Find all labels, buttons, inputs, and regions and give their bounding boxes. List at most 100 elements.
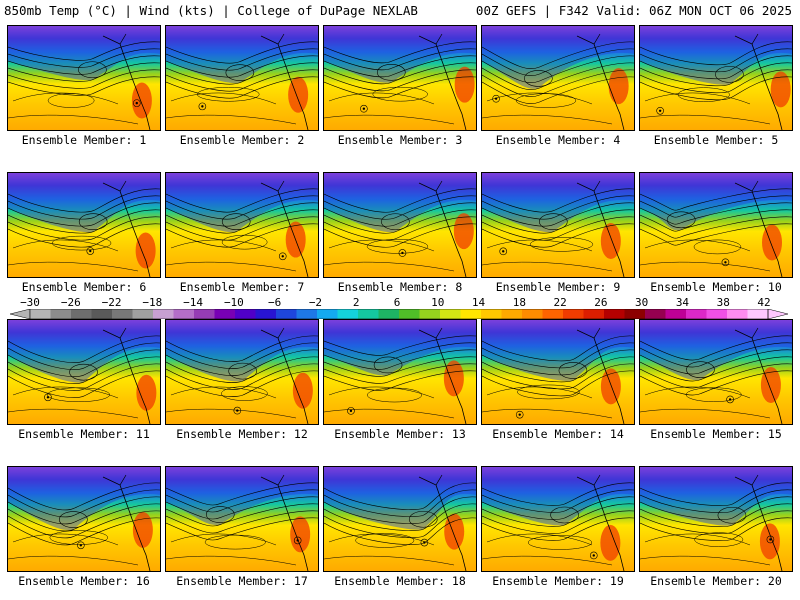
- ensemble-member-label: Ensemble Member: 7: [179, 280, 305, 294]
- colorbar-swatch: [358, 309, 379, 319]
- colorbar-swatch: [440, 309, 461, 319]
- ensemble-member-label: Ensemble Member: 4: [495, 133, 621, 147]
- colorbar-swatch: [419, 309, 441, 319]
- colorbar-arrow-left: [10, 309, 31, 319]
- ensemble-map-panel: [7, 172, 161, 278]
- colorbar-swatch: [706, 309, 728, 319]
- colorbar-swatch: [235, 309, 256, 319]
- ensemble-map-panel: [323, 319, 477, 425]
- colorbar-swatch: [747, 309, 769, 319]
- ensemble-map: [166, 173, 318, 277]
- colorbar-tick: 38: [716, 296, 730, 309]
- model-run-info: 00Z GEFS | F342 Valid: 06Z MON OCT 06 20…: [475, 3, 792, 18]
- colorbar-swatch: [112, 309, 133, 319]
- ensemble-map-panel: [165, 25, 319, 131]
- ensemble-member-label: Ensemble Member: 1: [21, 133, 147, 147]
- colorbar-tick: −6: [268, 296, 282, 309]
- colorbar-tick: 30: [635, 296, 649, 309]
- colorbar-tick: −2: [308, 296, 323, 309]
- colorbar-swatch: [542, 309, 564, 319]
- ensemble-map-panel: [481, 25, 635, 131]
- ensemble-map: [8, 467, 160, 571]
- ensemble-member-label: Ensemble Member: 10: [650, 280, 782, 294]
- colorbar-swatch: [624, 309, 646, 319]
- colorbar-outline: [29, 309, 769, 319]
- ensemble-map: [8, 173, 160, 277]
- ensemble-member-label: Ensemble Member: 14: [492, 427, 624, 441]
- colorbar-swatch: [337, 309, 359, 319]
- colorbar-swatch: [276, 309, 297, 319]
- ensemble-map-panel: [323, 466, 477, 572]
- colorbar-swatch: [501, 309, 523, 319]
- colorbar-swatch: [522, 309, 543, 319]
- colorbar-tick: 10: [431, 296, 445, 309]
- colorbar-tick: −14: [183, 296, 204, 309]
- colorbar-tick: 18: [512, 296, 526, 309]
- ensemble-map: [8, 320, 160, 424]
- ensemble-member-label: Ensemble Member: 17: [176, 574, 308, 588]
- ensemble-map: [324, 320, 476, 424]
- ensemble-member-label: Ensemble Member: 5: [653, 133, 779, 147]
- colorbar-tick: −26: [60, 296, 81, 309]
- ensemble-member-label: Ensemble Member: 19: [492, 574, 624, 588]
- ensemble-member-label: Ensemble Member: 8: [337, 280, 463, 294]
- colorbar-swatch: [583, 309, 605, 319]
- ensemble-map: [482, 26, 634, 130]
- ensemble-map-panel: [165, 172, 319, 278]
- colorbar-tick: 34: [675, 296, 690, 309]
- ensemble-map: [482, 173, 634, 277]
- colorbar-arrow-right: [767, 309, 788, 319]
- colorbar-swatch: [378, 309, 400, 319]
- colorbar-tick: 22: [553, 296, 567, 309]
- colorbar-swatch: [173, 309, 195, 319]
- ensemble-map-panel: [323, 25, 477, 131]
- ensemble-map: [324, 173, 476, 277]
- ensemble-map-panel: [481, 466, 635, 572]
- colorbar-tick: −30: [20, 296, 40, 309]
- ensemble-map: [482, 467, 634, 571]
- colorbar-swatch: [30, 309, 51, 319]
- ensemble-map-panel: [639, 319, 793, 425]
- ensemble-map-panel: [7, 25, 161, 131]
- ensemble-member-label: Ensemble Member: 13: [334, 427, 466, 441]
- ensemble-map: [640, 26, 792, 130]
- ensemble-map: [482, 320, 634, 424]
- ensemble-member-label: Ensemble Member: 15: [650, 427, 782, 441]
- colorbar-swatch: [317, 309, 338, 319]
- colorbar-swatch: [686, 309, 707, 319]
- ensemble-map-panel: [639, 172, 793, 278]
- colorbar-swatch: [214, 309, 236, 319]
- colorbar-swatch: [460, 309, 482, 319]
- colorbar-tick: −22: [101, 296, 122, 309]
- colorbar-swatch: [481, 309, 502, 319]
- ensemble-map-panel: [639, 466, 793, 572]
- ensemble-map: [166, 467, 318, 571]
- colorbar-swatch: [153, 309, 174, 319]
- ensemble-member-label: Ensemble Member: 2: [179, 133, 305, 147]
- colorbar-swatch: [194, 309, 215, 319]
- colorbar-swatch: [255, 309, 277, 319]
- colorbar-tick: −18: [142, 296, 163, 309]
- ensemble-map: [324, 26, 476, 130]
- ensemble-member-label: Ensemble Member: 6: [21, 280, 147, 294]
- colorbar-swatch: [665, 309, 687, 319]
- colorbar-swatch: [132, 309, 154, 319]
- temperature-colorbar: [10, 309, 788, 319]
- ensemble-map: [640, 173, 792, 277]
- map-title: 850mb Temp (°C) | Wind (kts) | College o…: [4, 3, 418, 18]
- ensemble-map: [8, 26, 160, 130]
- ensemble-map-panel: [7, 466, 161, 572]
- ensemble-map: [640, 467, 792, 571]
- colorbar-swatch: [50, 309, 72, 319]
- colorbar-swatch: [399, 309, 420, 319]
- ensemble-map: [324, 467, 476, 571]
- colorbar-swatch: [645, 309, 666, 319]
- ensemble-map: [166, 26, 318, 130]
- ensemble-map-panel: [639, 25, 793, 131]
- ensemble-map-panel: [165, 466, 319, 572]
- colorbar-tick: −10: [223, 296, 244, 309]
- ensemble-map-panel: [165, 319, 319, 425]
- colorbar-tick: 14: [471, 296, 486, 309]
- ensemble-map-panel: [7, 319, 161, 425]
- colorbar-swatch: [563, 309, 584, 319]
